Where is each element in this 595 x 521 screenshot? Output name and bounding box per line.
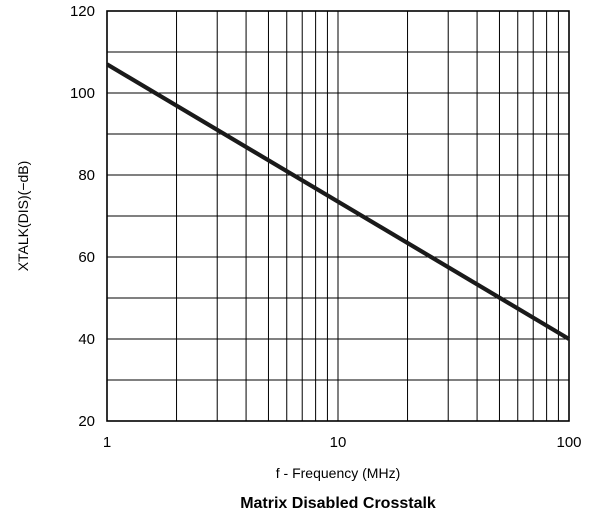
y-tick-label: 60 <box>78 249 95 266</box>
x-tick-label: 100 <box>556 434 581 451</box>
y-tick-labels: 20 40 60 80 100 120 <box>70 3 95 430</box>
y-tick-label: 20 <box>78 413 95 430</box>
y-axis-label: XTALK(DIS)(−dB) <box>15 161 31 272</box>
series-line-0 <box>105 62 571 341</box>
x-axis-label: f - Frequency (MHz) <box>276 465 400 481</box>
x-tick-label: 10 <box>330 434 347 451</box>
x-tick-labels: 1 10 100 <box>103 434 582 451</box>
x-tick-label: 1 <box>103 434 111 451</box>
series-group <box>105 62 571 341</box>
y-tick-label: 80 <box>78 167 95 184</box>
grid-lines <box>107 11 569 421</box>
chart-title: Matrix Disabled Crosstalk <box>240 495 436 512</box>
y-tick-label: 120 <box>70 3 95 20</box>
plot-frame <box>106 10 570 422</box>
y-tick-label: 100 <box>70 85 95 102</box>
y-tick-label: 40 <box>78 331 95 348</box>
